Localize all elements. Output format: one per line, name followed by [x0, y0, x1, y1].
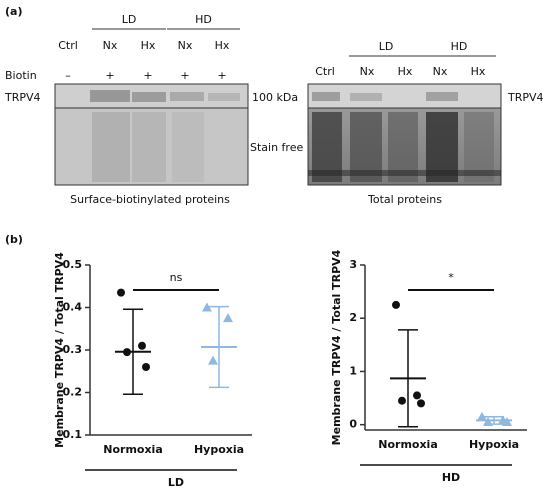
- lane-label: Ctrl: [315, 65, 335, 78]
- biotin-sign: +: [180, 69, 189, 82]
- y-tick-label: 0.2: [63, 386, 83, 399]
- y-tick-label: 2: [349, 311, 357, 324]
- caption: Total proteins: [367, 193, 442, 206]
- band-label: TRPV4: [507, 91, 544, 104]
- biotin-sign: +: [143, 69, 152, 82]
- x-tick-label: Hypoxia: [469, 438, 519, 451]
- point: [502, 417, 512, 427]
- point: [398, 396, 406, 405]
- point: [202, 302, 212, 312]
- biotin-sign: +: [105, 69, 114, 82]
- lane-label: Hx: [398, 65, 413, 78]
- point: [392, 300, 400, 309]
- x-tick-label: Normoxia: [103, 443, 163, 456]
- point: [413, 391, 421, 400]
- x-tick-label: Hypoxia: [194, 443, 244, 456]
- y-tick-label: 0.4: [63, 301, 83, 314]
- group-label: LD: [122, 13, 137, 26]
- biotin-sign: +: [217, 69, 226, 82]
- lane-label: Nx: [433, 65, 448, 78]
- lane-label: Hx: [141, 39, 156, 52]
- point: [477, 411, 487, 421]
- point: [417, 399, 425, 408]
- y-tick-label: 1: [349, 364, 357, 377]
- lane-label: Nx: [103, 39, 118, 52]
- error-bar: [484, 415, 504, 425]
- annotation: ns: [170, 271, 183, 284]
- biotin-sign: –: [65, 69, 71, 82]
- lane-label: Ctrl: [58, 39, 78, 52]
- group-label: LD: [379, 40, 394, 53]
- point: [208, 355, 218, 365]
- x-tick-label: Normoxia: [378, 438, 438, 451]
- y-axis-label: Membrane TRPV4 / Total TRPV4: [53, 252, 66, 448]
- band-label: TRPV4: [4, 91, 41, 104]
- error-bar: [398, 329, 418, 428]
- row-label: Biotin: [5, 69, 37, 82]
- y-axis-label: Membrane TRPV4 / Total TRPV4: [330, 249, 343, 445]
- stain-label: Stain free: [250, 141, 303, 154]
- lane-label: Hx: [471, 65, 486, 78]
- lane-label: Nx: [178, 39, 193, 52]
- lane-label: Nx: [360, 65, 375, 78]
- point: [142, 363, 150, 371]
- panel-label: (b): [5, 233, 23, 246]
- point: [223, 313, 233, 323]
- y-tick-label: 0.3: [63, 343, 83, 356]
- right-blot: [307, 83, 502, 186]
- left-blot: [54, 83, 249, 186]
- size-marker: 100 kDa: [252, 91, 298, 104]
- panel-label: (a): [5, 5, 22, 18]
- y-tick-label: 0.1: [63, 428, 83, 441]
- group-label: HD: [451, 40, 468, 53]
- lane-label: Hx: [215, 39, 230, 52]
- annotation: *: [448, 271, 454, 284]
- y-tick-label: 0: [349, 418, 357, 431]
- group-label: LD: [168, 476, 184, 489]
- y-tick-label: 3: [349, 258, 357, 271]
- y-tick-label: 0.5: [63, 258, 83, 271]
- error-bar: [123, 308, 143, 395]
- point: [138, 341, 146, 350]
- group-label: HD: [442, 471, 460, 484]
- point: [117, 288, 125, 297]
- caption: Surface-biotinylated proteins: [70, 193, 230, 206]
- group-label: HD: [195, 13, 212, 26]
- error-bar: [209, 305, 229, 389]
